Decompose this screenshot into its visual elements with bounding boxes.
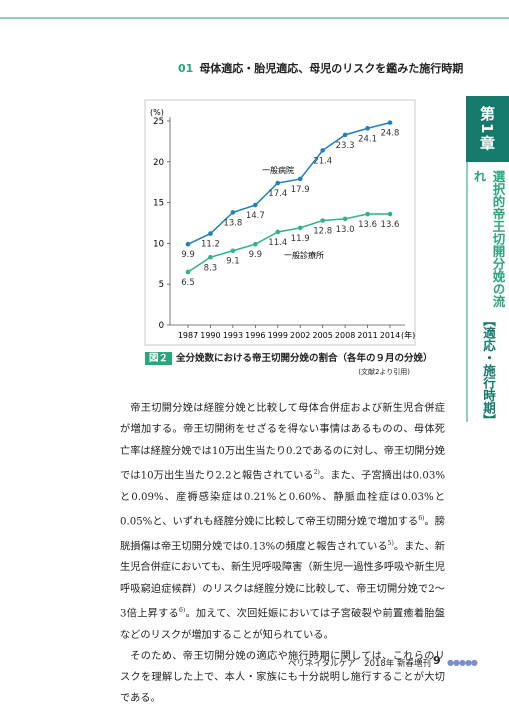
data-label: 13.0	[336, 225, 355, 235]
data-point	[208, 231, 213, 236]
x-tick-label: 2011	[357, 331, 377, 340]
data-label: 9.1	[226, 257, 240, 267]
chapter-badge: 第1章	[466, 96, 509, 162]
data-label: 13.6	[358, 220, 377, 230]
data-point	[297, 176, 303, 182]
section-heading: 01 母体適応・胎児適応、母児のリスクを鑑みた施行時期	[178, 60, 463, 76]
data-label: 24.8	[381, 129, 400, 139]
data-label: 9.9	[249, 250, 263, 260]
reference: 6)	[418, 514, 425, 522]
data-point	[387, 211, 393, 217]
data-point	[365, 211, 370, 217]
data-point	[185, 241, 191, 247]
figure-caption: 図２ 全分娩数における帝王切開分娩の割合（各年の９月の分娩）	[145, 350, 433, 365]
paragraph: そのため、帝王切開分娩の適応や施行時期に関しては、これらのリスクを理解した上で、…	[120, 646, 445, 710]
body-text: 帝王切開分娩は経腟分娩と比較して母体合併症および新生児合併症が増加する。帝王切開…	[120, 398, 445, 710]
y-tick-label: 25	[153, 117, 164, 127]
data-point	[230, 210, 236, 215]
reference: 2)	[313, 468, 320, 476]
data-label: 13.8	[223, 218, 242, 228]
x-tick-label: 1990	[200, 331, 220, 340]
data-label: 9.9	[181, 250, 195, 260]
data-point	[275, 180, 281, 186]
y-tick-label: 0	[159, 321, 164, 331]
text-run: 。また、子宮摘出は0.03%と0.09%、産褥感染症は0.21%と0.60%、静…	[120, 470, 445, 528]
series-line	[187, 121, 391, 245]
x-tick-label: 2014	[380, 331, 400, 340]
series-line	[187, 213, 390, 273]
data-point	[208, 254, 213, 260]
section-number: 01	[178, 62, 194, 75]
chart-frame	[144, 99, 416, 346]
reference: 5)	[387, 539, 394, 547]
y-unit: (%)	[150, 108, 164, 117]
y-tick-label: 10	[153, 239, 164, 249]
x-unit: (年)	[401, 330, 415, 340]
data-point	[297, 225, 303, 231]
y-tick-label: 20	[153, 158, 164, 168]
x-tick-label: 1999	[268, 331, 288, 340]
data-point	[253, 202, 258, 208]
figure-caption-text: 全分娩数における帝王切開分娩の割合（各年の９月の分娩）	[176, 353, 433, 364]
chapter-subtitle: 【適応・施行時期】	[481, 314, 496, 427]
text-run: 。膀胱損傷は帝王切開分娩では0.13%の頻度と報告されている	[120, 516, 445, 552]
data-label: 11.9	[291, 234, 310, 244]
page-number: 9	[433, 654, 441, 667]
x-tick-label: 2005	[312, 331, 332, 340]
data-point	[230, 248, 236, 254]
data-label: 17.4	[268, 189, 287, 199]
data-label: 21.4	[313, 156, 332, 166]
section-title: 母体適応・胎児適応、母児のリスクを鑑みた施行時期	[199, 62, 464, 75]
data-label: 13.6	[381, 220, 400, 230]
text-run: 。また、新生児合併症においても、新生児呼吸障害（新生児一過性多呼吸や新生児呼吸窮…	[120, 540, 445, 620]
paragraph: 帝王切開分娩は経腟分娩と比較して母体合併症および新生児合併症が増加する。帝王切開…	[120, 398, 445, 646]
x-tick-label: 2008	[335, 331, 355, 340]
chapter-tab: 選択的帝王切開分娩の流れ【適応・施行時期】	[466, 162, 509, 427]
data-label: 11.2	[201, 240, 220, 250]
series-name: 一般診療所	[284, 250, 324, 260]
data-point	[342, 132, 348, 138]
top-rule	[0, 17, 509, 19]
text-run: そのため、帝王切開分娩の適応や施行時期に関しては、これらのリスクを理解した上で、…	[120, 650, 445, 705]
data-label: 17.9	[291, 185, 310, 195]
data-point	[275, 229, 281, 235]
x-tick-label: 1996	[245, 331, 265, 340]
data-label: 11.4	[268, 238, 287, 248]
data-label: 12.8	[313, 227, 332, 237]
data-point	[365, 126, 370, 131]
figure-source: (文献2より引用)	[358, 368, 410, 376]
x-tick-label: 1987	[178, 331, 198, 340]
text-run: 。加えて、次回妊娠においては子宮破裂や前置癒着胎盤などのリスクが増加することが知…	[120, 608, 445, 641]
data-point	[387, 120, 393, 125]
footer-dots: ●●●●●	[447, 658, 478, 667]
data-label: 6.5	[181, 278, 195, 288]
text-run: 帝王切開分娩は経腟分娩と比較して母体合併症および新生児合併症が増加する。帝王切開…	[120, 403, 445, 482]
data-label: 24.1	[358, 134, 377, 144]
x-tick-label: 2002	[290, 331, 310, 340]
data-label: 14.7	[246, 211, 265, 221]
chapter-title: 選択的帝王切開分娩の流れ	[471, 170, 506, 308]
y-tick-label: 5	[159, 280, 164, 290]
data-point	[342, 216, 348, 222]
series-name: 一般病院	[262, 165, 294, 175]
data-point	[185, 269, 191, 275]
figure-number: 図２	[145, 352, 173, 365]
data-point	[320, 148, 325, 153]
footer-publication: ペリネイタルケア 2018年 新春増刊	[288, 659, 431, 669]
data-label: 23.3	[336, 141, 355, 151]
data-point	[253, 241, 258, 247]
y-tick-label: 15	[153, 199, 164, 209]
x-tick-label: 1993	[223, 331, 243, 340]
reference: 6)	[179, 606, 186, 614]
data-point	[320, 218, 325, 223]
data-label: 8.3	[204, 263, 218, 273]
